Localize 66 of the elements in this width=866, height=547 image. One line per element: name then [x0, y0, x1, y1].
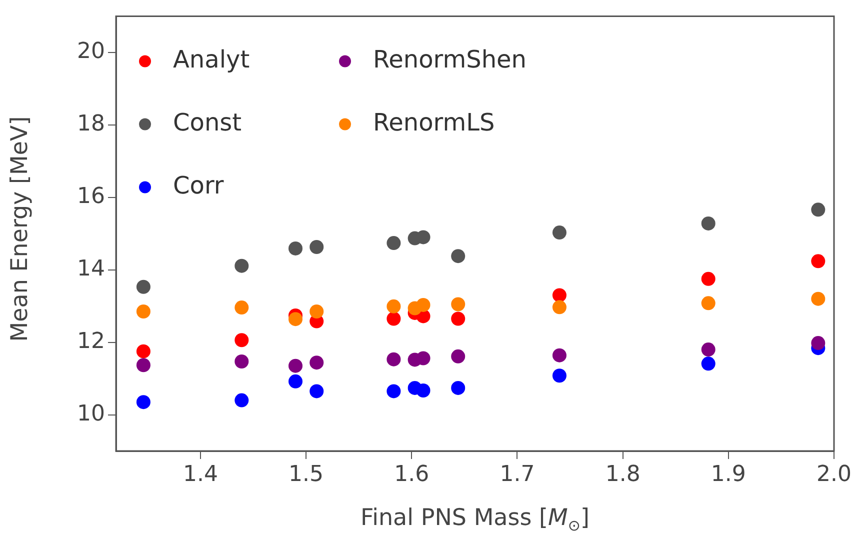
y-tick-label: 14 [77, 256, 105, 282]
y-tick-label: 20 [77, 39, 105, 64]
x-tick-label: 2.0 [816, 462, 852, 487]
point [136, 280, 150, 294]
point [552, 348, 566, 362]
point [451, 249, 466, 264]
legend-label: RenormShen [373, 45, 527, 74]
point [451, 297, 466, 312]
point [701, 356, 716, 371]
point [310, 240, 324, 254]
legend-label: Analyt [173, 45, 250, 74]
point [811, 254, 826, 268]
point [136, 395, 150, 410]
point [451, 312, 466, 326]
legend-label: Corr [173, 171, 224, 200]
y-tick-label: 18 [77, 112, 105, 137]
y-tick-label: 10 [77, 401, 105, 426]
point [386, 312, 401, 326]
x-tick-label: 1.9 [710, 462, 746, 487]
legend-label: Const [173, 108, 242, 136]
point [136, 304, 150, 318]
point [451, 349, 466, 364]
point [234, 300, 249, 315]
point [234, 354, 249, 369]
x-tick-label: 1.6 [394, 462, 430, 487]
point [136, 358, 150, 372]
point [386, 236, 401, 250]
point [136, 344, 150, 358]
point [811, 202, 826, 217]
x-tick-label: 1.5 [288, 462, 324, 487]
point [552, 226, 566, 240]
point [701, 216, 716, 230]
point [552, 368, 566, 383]
point [288, 374, 302, 388]
point [234, 258, 249, 273]
legend-label: RenormLS [373, 108, 495, 136]
point [451, 380, 466, 395]
point [811, 336, 826, 350]
y-tick-label: 16 [77, 184, 105, 210]
point [416, 383, 430, 398]
point [288, 241, 302, 256]
point [288, 358, 302, 373]
point [234, 393, 249, 408]
point [288, 312, 302, 326]
point [386, 384, 401, 398]
point [552, 300, 566, 314]
point [552, 288, 566, 302]
point [701, 272, 716, 286]
point [416, 230, 430, 244]
point [310, 384, 324, 398]
x-tick-label: 1.7 [500, 462, 535, 487]
y-axis-title: Mean Energy [MeV] [7, 116, 33, 342]
point [310, 356, 324, 370]
point [386, 352, 401, 366]
point [701, 342, 716, 357]
y-tick-label: 12 [77, 329, 105, 354]
x-tick-label: 1.4 [182, 462, 218, 487]
point [811, 292, 826, 306]
point [701, 296, 716, 310]
point [234, 333, 249, 348]
point [310, 304, 324, 318]
point [416, 298, 430, 312]
x-axis-title: Final PNS Mass [M$_{⊙}$] [360, 505, 590, 535]
point [386, 299, 401, 314]
x-tick-label: 1.8 [605, 462, 640, 487]
point [416, 351, 430, 366]
